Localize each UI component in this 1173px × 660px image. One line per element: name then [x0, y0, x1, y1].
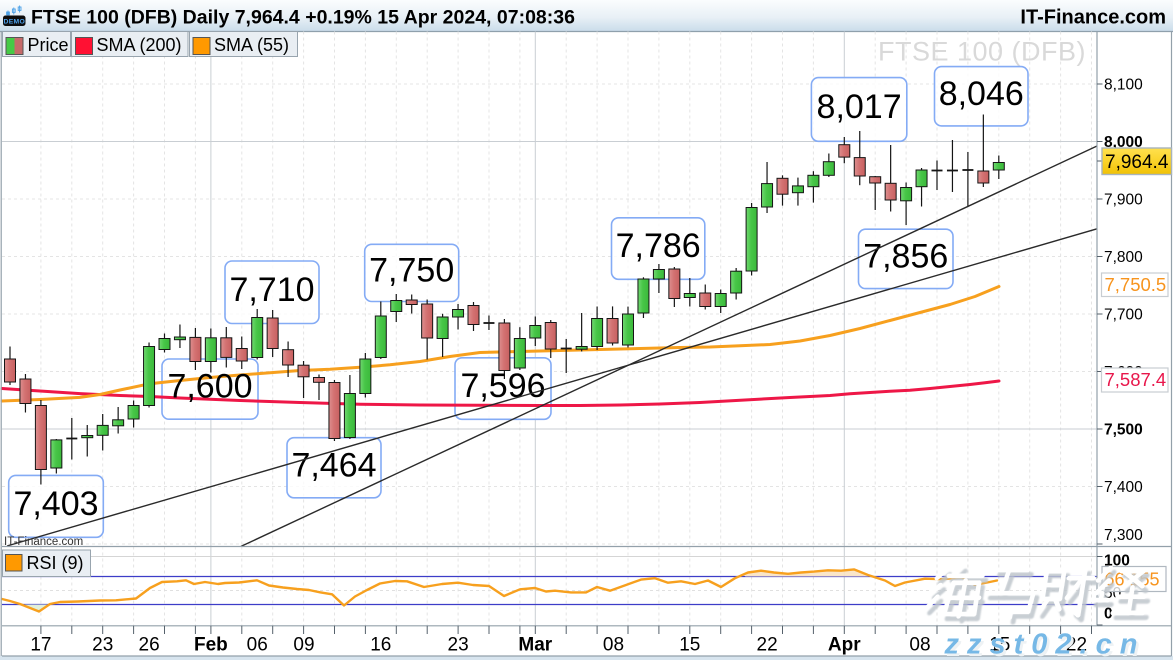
- svg-text:7,596: 7,596: [460, 367, 545, 405]
- svg-text:Feb: Feb: [194, 635, 228, 656]
- svg-text:DEMO: DEMO: [4, 19, 26, 26]
- svg-text:7,403: 7,403: [13, 485, 98, 523]
- svg-text:7,400: 7,400: [1104, 479, 1143, 496]
- svg-text:IT-Finance.com: IT-Finance.com: [4, 536, 83, 548]
- svg-text:SMA (55): SMA (55): [214, 35, 289, 55]
- svg-text:7,587.4: 7,587.4: [1105, 369, 1167, 390]
- svg-text:7,464: 7,464: [291, 446, 376, 484]
- svg-text:17: 17: [30, 635, 51, 656]
- svg-text:7,710: 7,710: [229, 271, 314, 309]
- svg-text:7,786: 7,786: [616, 227, 701, 265]
- svg-text:23: 23: [448, 635, 469, 656]
- svg-text:8,017: 8,017: [817, 88, 902, 126]
- svg-text:7,700: 7,700: [1104, 306, 1143, 323]
- svg-text:FTSE 100 (DFB) Daily 7,964.4 +: FTSE 100 (DFB) Daily 7,964.4 +0.19% 15 A…: [31, 7, 575, 29]
- svg-text:IT-Finance.com: IT-Finance.com: [1020, 7, 1166, 29]
- svg-text:15: 15: [679, 635, 700, 656]
- svg-text:RSI (9): RSI (9): [27, 553, 84, 573]
- svg-text:100: 100: [1104, 552, 1130, 569]
- svg-text:zzst02.cn: zzst02.cn: [944, 629, 1146, 660]
- svg-text:zzst02.cn: zzst02.cn: [946, 631, 1148, 660]
- svg-text:7,900: 7,900: [1104, 191, 1143, 208]
- svg-text:Mar: Mar: [518, 635, 552, 656]
- svg-text:SMA (200): SMA (200): [97, 35, 182, 55]
- svg-text:08: 08: [603, 635, 624, 656]
- svg-text:Apr: Apr: [828, 635, 861, 656]
- svg-text:7,750.5: 7,750.5: [1105, 274, 1167, 295]
- svg-text:0: 0: [1104, 605, 1113, 622]
- svg-text:23: 23: [92, 635, 113, 656]
- svg-text:22: 22: [1066, 635, 1087, 656]
- svg-text:7,800: 7,800: [1104, 249, 1143, 266]
- svg-text:15: 15: [989, 635, 1010, 656]
- svg-text:8,100: 8,100: [1104, 76, 1143, 93]
- svg-text:16: 16: [370, 635, 391, 656]
- svg-text:26: 26: [139, 635, 160, 656]
- svg-text:7,500: 7,500: [1104, 421, 1143, 438]
- svg-text:8,000: 8,000: [1104, 134, 1143, 151]
- svg-text:7,856: 7,856: [863, 238, 948, 276]
- svg-text:8,046: 8,046: [939, 75, 1024, 113]
- svg-text:09: 09: [293, 635, 314, 656]
- svg-text:22: 22: [757, 635, 778, 656]
- svg-text:06: 06: [247, 635, 268, 656]
- svg-text:FTSE 100 (DFB): FTSE 100 (DFB): [878, 37, 1086, 67]
- svg-text:08: 08: [909, 635, 930, 656]
- svg-text:7,750: 7,750: [369, 252, 454, 290]
- svg-text:7,600: 7,600: [167, 368, 252, 406]
- svg-text:7,964.4: 7,964.4: [1105, 152, 1169, 173]
- svg-text:Price: Price: [28, 35, 69, 55]
- svg-text:7,300: 7,300: [1104, 527, 1143, 544]
